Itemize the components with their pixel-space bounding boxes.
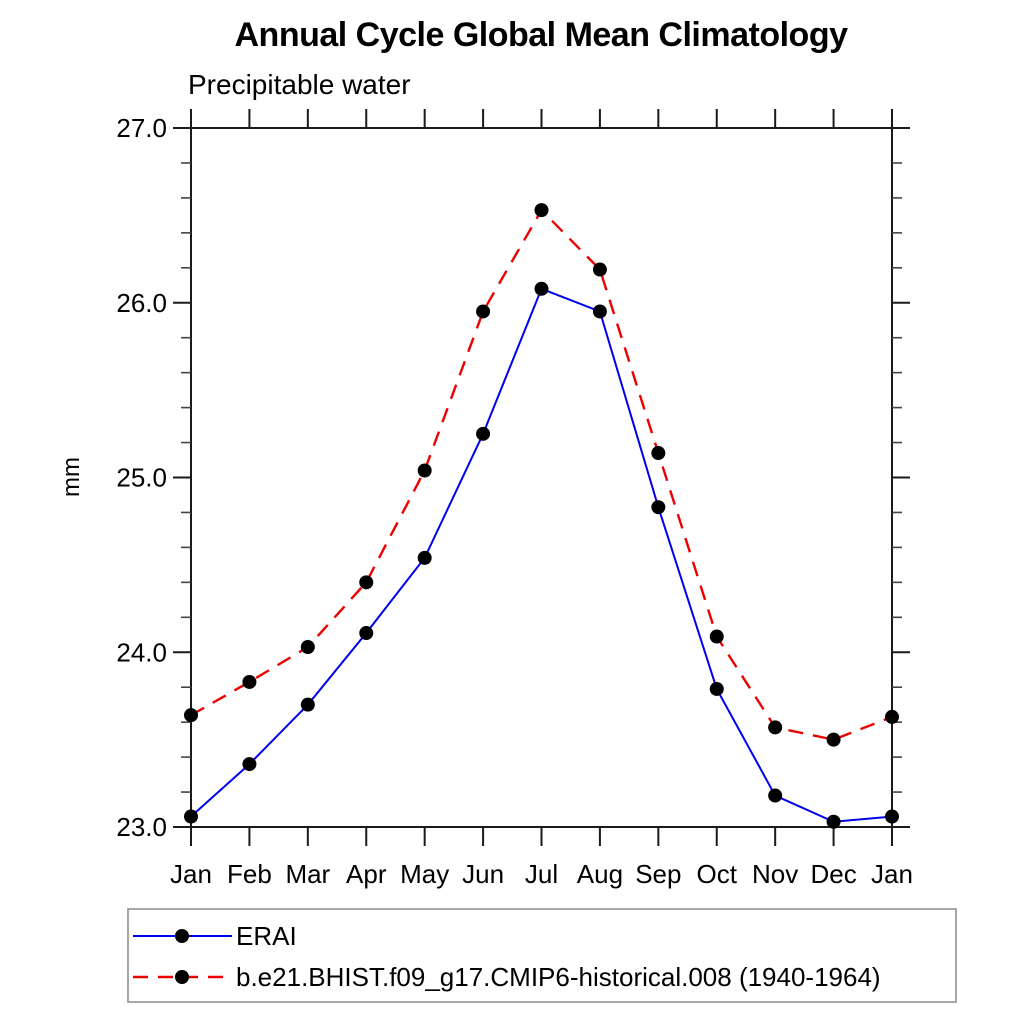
- data-point-marker: [184, 809, 198, 824]
- data-point-marker: [651, 500, 666, 515]
- data-point-marker: [885, 709, 899, 724]
- data-point-marker: [300, 697, 315, 712]
- data-point-marker: [242, 674, 257, 689]
- x-tick-label: Mar: [285, 859, 330, 889]
- x-tick-label: Jan: [170, 859, 212, 889]
- data-point-marker: [476, 304, 491, 319]
- x-tick-label: Apr: [346, 859, 387, 889]
- legend-label-1: b.e21.BHIST.f09_g17.CMIP6-historical.008…: [236, 962, 881, 992]
- y-tick-label: 23.0: [116, 812, 167, 842]
- x-tick-label: Jul: [525, 859, 558, 889]
- data-point-marker: [885, 809, 899, 824]
- legend-sample-marker-0: [175, 929, 189, 943]
- data-point-marker: [359, 626, 374, 641]
- x-tick-label: Oct: [697, 859, 738, 889]
- chart-subtitle: Precipitable water: [188, 69, 411, 100]
- data-point-marker: [709, 629, 724, 644]
- data-point-marker: [417, 550, 432, 565]
- data-point-marker: [534, 203, 549, 218]
- x-tick-label: Sep: [635, 859, 681, 889]
- data-point-marker: [592, 262, 607, 277]
- legend-box: [127, 908, 957, 1003]
- data-point-marker: [768, 788, 783, 803]
- chart-title: Annual Cycle Global Mean Climatology: [234, 16, 849, 54]
- legend-sample-marker-1: [175, 970, 189, 984]
- x-tick-label: Aug: [577, 859, 623, 889]
- legend-label-0: ERAI: [236, 921, 297, 951]
- y-tick-label: 26.0: [116, 288, 167, 318]
- y-tick-label: 25.0: [116, 463, 167, 493]
- y-tick-label: 24.0: [116, 637, 167, 667]
- data-point-marker: [242, 757, 257, 772]
- x-tick-label: Dec: [810, 859, 856, 889]
- data-point-marker: [768, 720, 783, 735]
- data-point-marker: [826, 732, 841, 747]
- data-point-marker: [826, 814, 841, 829]
- data-point-marker: [651, 446, 666, 461]
- data-point-marker: [534, 281, 549, 296]
- data-point-marker: [476, 426, 491, 441]
- data-point-marker: [300, 640, 315, 655]
- data-point-marker: [417, 463, 432, 478]
- x-tick-label: Jan: [871, 859, 913, 889]
- data-point-marker: [592, 304, 607, 319]
- series-line-0: [190, 287, 893, 823]
- data-point-marker: [359, 575, 374, 590]
- x-tick-label: Jun: [462, 859, 504, 889]
- data-point-marker: [184, 708, 198, 723]
- x-tick-label: Nov: [752, 859, 798, 889]
- x-tick-label: Feb: [227, 859, 272, 889]
- y-tick-label: 27.0: [116, 113, 167, 143]
- x-tick-label: May: [400, 859, 449, 889]
- data-point-marker: [709, 681, 724, 696]
